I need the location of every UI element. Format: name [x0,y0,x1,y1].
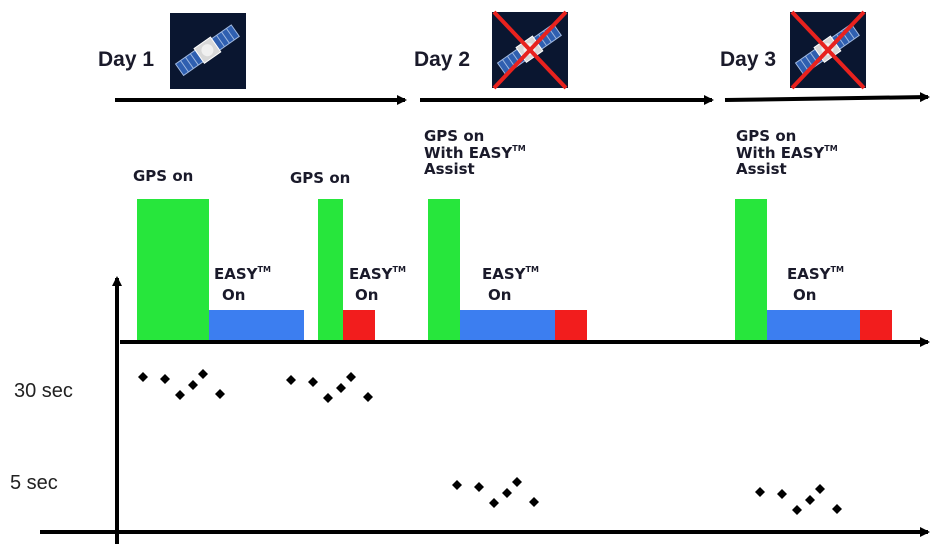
position-fix-dot [512,477,522,487]
position-fix-dot [286,375,296,385]
easy-on-label: EASYTM On [787,265,844,304]
position-fix-dot [363,392,373,402]
position-fix-dot [175,390,185,400]
satellite-icon [170,13,246,89]
position-fix-dot [832,504,842,514]
gps-assist-line1: GPS on [736,127,797,145]
red-block-2 [555,310,587,342]
easy-on-label: EASYTM On [482,265,539,304]
gps-on-label: GPS on [133,167,194,185]
position-fix-dot [138,372,148,382]
satellite-unavailable-icon [492,10,568,90]
position-fix-dot [502,488,512,498]
gps-on-label: GPS on [290,169,351,187]
y-axis-label-30sec: 30 sec [14,380,73,402]
gps-assist-label-day2: GPS on With EASYTM Assist [424,128,526,178]
day2-label: Day 2 [414,48,471,71]
position-fix-dot [323,393,333,403]
day1-label: Day 1 [98,48,155,71]
position-fix-dot [336,383,346,393]
gps-assist-line3: Assist [424,160,475,178]
gps-on-block-2 [318,199,343,342]
tm-mark: TM [824,143,838,153]
gps-assist-label-day3: GPS on With EASYTM Assist [736,128,838,178]
gps-assist-line2: With EASYTM [736,143,838,162]
red-block-3 [860,310,892,342]
day3-label: Day 3 [720,48,777,71]
easy-on-block-2 [460,310,555,342]
position-fix-dot [489,498,499,508]
position-fix-dot [777,489,787,499]
y-axis-label-5sec: 5 sec [10,472,58,494]
position-fix-dot [215,389,225,399]
position-fix-dot [755,487,765,497]
position-fix-dot [198,369,208,379]
gps-on-block-4 [735,199,767,342]
position-fix-dot [308,377,318,387]
satellite-unavailable-icon [790,10,866,90]
position-fix-dot [160,374,170,384]
gps-assist-line3: Assist [736,160,787,178]
easy-on-block-3 [767,310,860,342]
gps-assist-line2: With EASYTM [424,143,526,162]
gps-on-block-3 [428,199,460,342]
position-fix-dot [346,372,356,382]
position-fix-dot [792,505,802,515]
red-block-1 [343,310,375,342]
position-fix-dot [474,482,484,492]
position-fix-dot [529,497,539,507]
gps-assist-line1: GPS on [424,127,485,145]
gps-on-block-1 [137,199,209,342]
easy-on-label: EASYTM On [214,265,271,304]
easy-on-block-1 [209,310,304,342]
easy-on-label: EASYTM On [349,265,406,304]
position-fix-dot [452,480,462,490]
position-fix-dot [188,380,198,390]
position-fix-dot [815,484,825,494]
position-fix-dot [805,495,815,505]
tm-mark: TM [512,143,526,153]
day3-arrow [724,92,930,103]
